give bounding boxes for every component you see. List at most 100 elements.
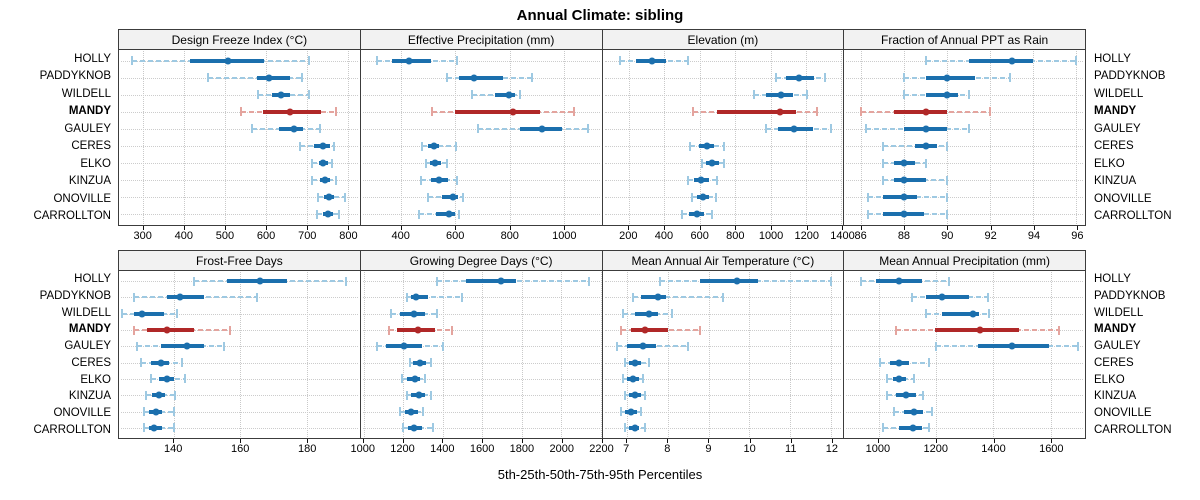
whisker-cap xyxy=(829,124,832,134)
whisker-cap xyxy=(431,423,434,433)
axis-tick xyxy=(626,439,628,443)
whisker-cap xyxy=(930,407,933,417)
axis-tick-label: 800 xyxy=(339,230,358,242)
site-row xyxy=(361,172,602,189)
whisker-cap xyxy=(530,73,533,83)
axis-tick xyxy=(482,439,484,443)
whisker-cap xyxy=(316,209,319,219)
axis-tick-label: 10 xyxy=(743,443,756,455)
axis-tick xyxy=(860,226,862,230)
median-dot xyxy=(435,176,443,184)
axis-tick-label: 140 xyxy=(164,443,183,455)
site-row xyxy=(603,306,844,322)
row-guide-line xyxy=(604,128,842,130)
axis-tick-label: 8 xyxy=(664,443,671,455)
interquartile-bar xyxy=(882,195,918,200)
median-dot xyxy=(497,277,505,285)
grid-line xyxy=(240,272,242,437)
grid-line xyxy=(993,272,995,437)
whisker-cap xyxy=(1075,56,1078,66)
interquartile-bar xyxy=(968,58,1034,63)
whisker-cap xyxy=(445,73,448,83)
panels-group: Design Freeze Index (°C) 300 400 500 600 700 8… xyxy=(118,29,1086,245)
median-dot xyxy=(265,74,273,82)
whisker-cap xyxy=(436,309,439,319)
median-dot xyxy=(627,408,635,416)
whisker-cap xyxy=(714,192,717,202)
row-guide-line xyxy=(846,214,1083,216)
median-dot xyxy=(152,408,160,416)
median-dot xyxy=(410,424,418,432)
median-dot xyxy=(708,159,716,167)
axis-tick-label: 1200 xyxy=(923,443,948,455)
axis-caption: 5th-25th-50th-75th-95th Percentiles xyxy=(497,467,703,482)
median-dot xyxy=(943,91,951,99)
row-guide-line xyxy=(121,313,358,315)
whisker-cap xyxy=(184,374,187,384)
site-row xyxy=(844,172,1085,189)
site-row xyxy=(361,103,602,120)
panel-header: Fraction of Annual PPT as Rain xyxy=(844,30,1085,50)
whisker-cap xyxy=(406,390,409,400)
median-dot xyxy=(645,310,653,318)
median-dot xyxy=(150,424,158,432)
median-dot xyxy=(776,108,784,116)
panel-header: Frost-Free Days xyxy=(119,251,360,271)
row-guide-line xyxy=(362,378,600,380)
whisker-cap xyxy=(455,56,458,66)
median-dot xyxy=(176,293,184,301)
median-dot xyxy=(790,125,798,133)
grid-line xyxy=(790,272,792,437)
axis-tick xyxy=(993,439,995,443)
site-row xyxy=(603,322,844,338)
whisker-cap xyxy=(136,341,139,351)
median-dot xyxy=(410,310,418,318)
site-row xyxy=(603,172,844,189)
site-row xyxy=(119,189,360,206)
site-label: ONOVILLE xyxy=(53,192,111,205)
panel-plot-area xyxy=(119,271,360,438)
axis-tick-label: 86 xyxy=(854,230,867,242)
site-label: ELKO xyxy=(80,373,111,386)
grid-line xyxy=(401,51,403,224)
whisker-cap xyxy=(301,73,304,83)
site-label: CARROLLTON xyxy=(33,423,111,436)
whisker-cap xyxy=(946,141,949,151)
row-guide-line xyxy=(362,197,600,199)
site-row xyxy=(361,206,602,223)
whisker-cap xyxy=(894,325,897,335)
row-guide-line xyxy=(604,395,842,397)
axis-tick-label: 200 xyxy=(619,230,638,242)
panel-plot-area xyxy=(361,50,602,225)
site-label: WILDELL xyxy=(1094,87,1144,100)
site-label: MANDY xyxy=(1094,105,1137,118)
site-row xyxy=(603,103,844,120)
panel-header: Mean Annual Air Temperature (°C) xyxy=(602,251,844,271)
whisker-cap xyxy=(690,192,693,202)
site-row xyxy=(603,354,844,370)
whisker-5-95 xyxy=(208,76,303,79)
row-guide-line xyxy=(604,94,842,96)
panel-plot-area xyxy=(603,271,844,438)
site-label: ONOVILLE xyxy=(1094,406,1152,419)
site-row xyxy=(603,387,844,403)
axis-tick-label: 90 xyxy=(941,230,954,242)
axis-tick xyxy=(509,226,511,230)
grid-line xyxy=(664,51,666,224)
whisker-cap xyxy=(623,358,626,368)
whisker-cap xyxy=(424,374,427,384)
x-axis: 140 160 180 xyxy=(118,439,361,458)
median-dot xyxy=(415,391,423,399)
whisker-cap xyxy=(823,73,826,83)
site-row xyxy=(361,338,602,354)
row-guide-line xyxy=(362,411,600,413)
axis-tick-label: 600 xyxy=(446,230,465,242)
axis-tick-label: 1600 xyxy=(1039,443,1064,455)
site-row xyxy=(119,172,360,189)
row-guide-line xyxy=(846,411,1083,413)
row-guide-line xyxy=(362,180,600,182)
site-row xyxy=(119,69,360,86)
whisker-cap xyxy=(421,407,424,417)
whisker-cap xyxy=(924,309,927,319)
axis-tick-label: 1200 xyxy=(794,230,820,242)
